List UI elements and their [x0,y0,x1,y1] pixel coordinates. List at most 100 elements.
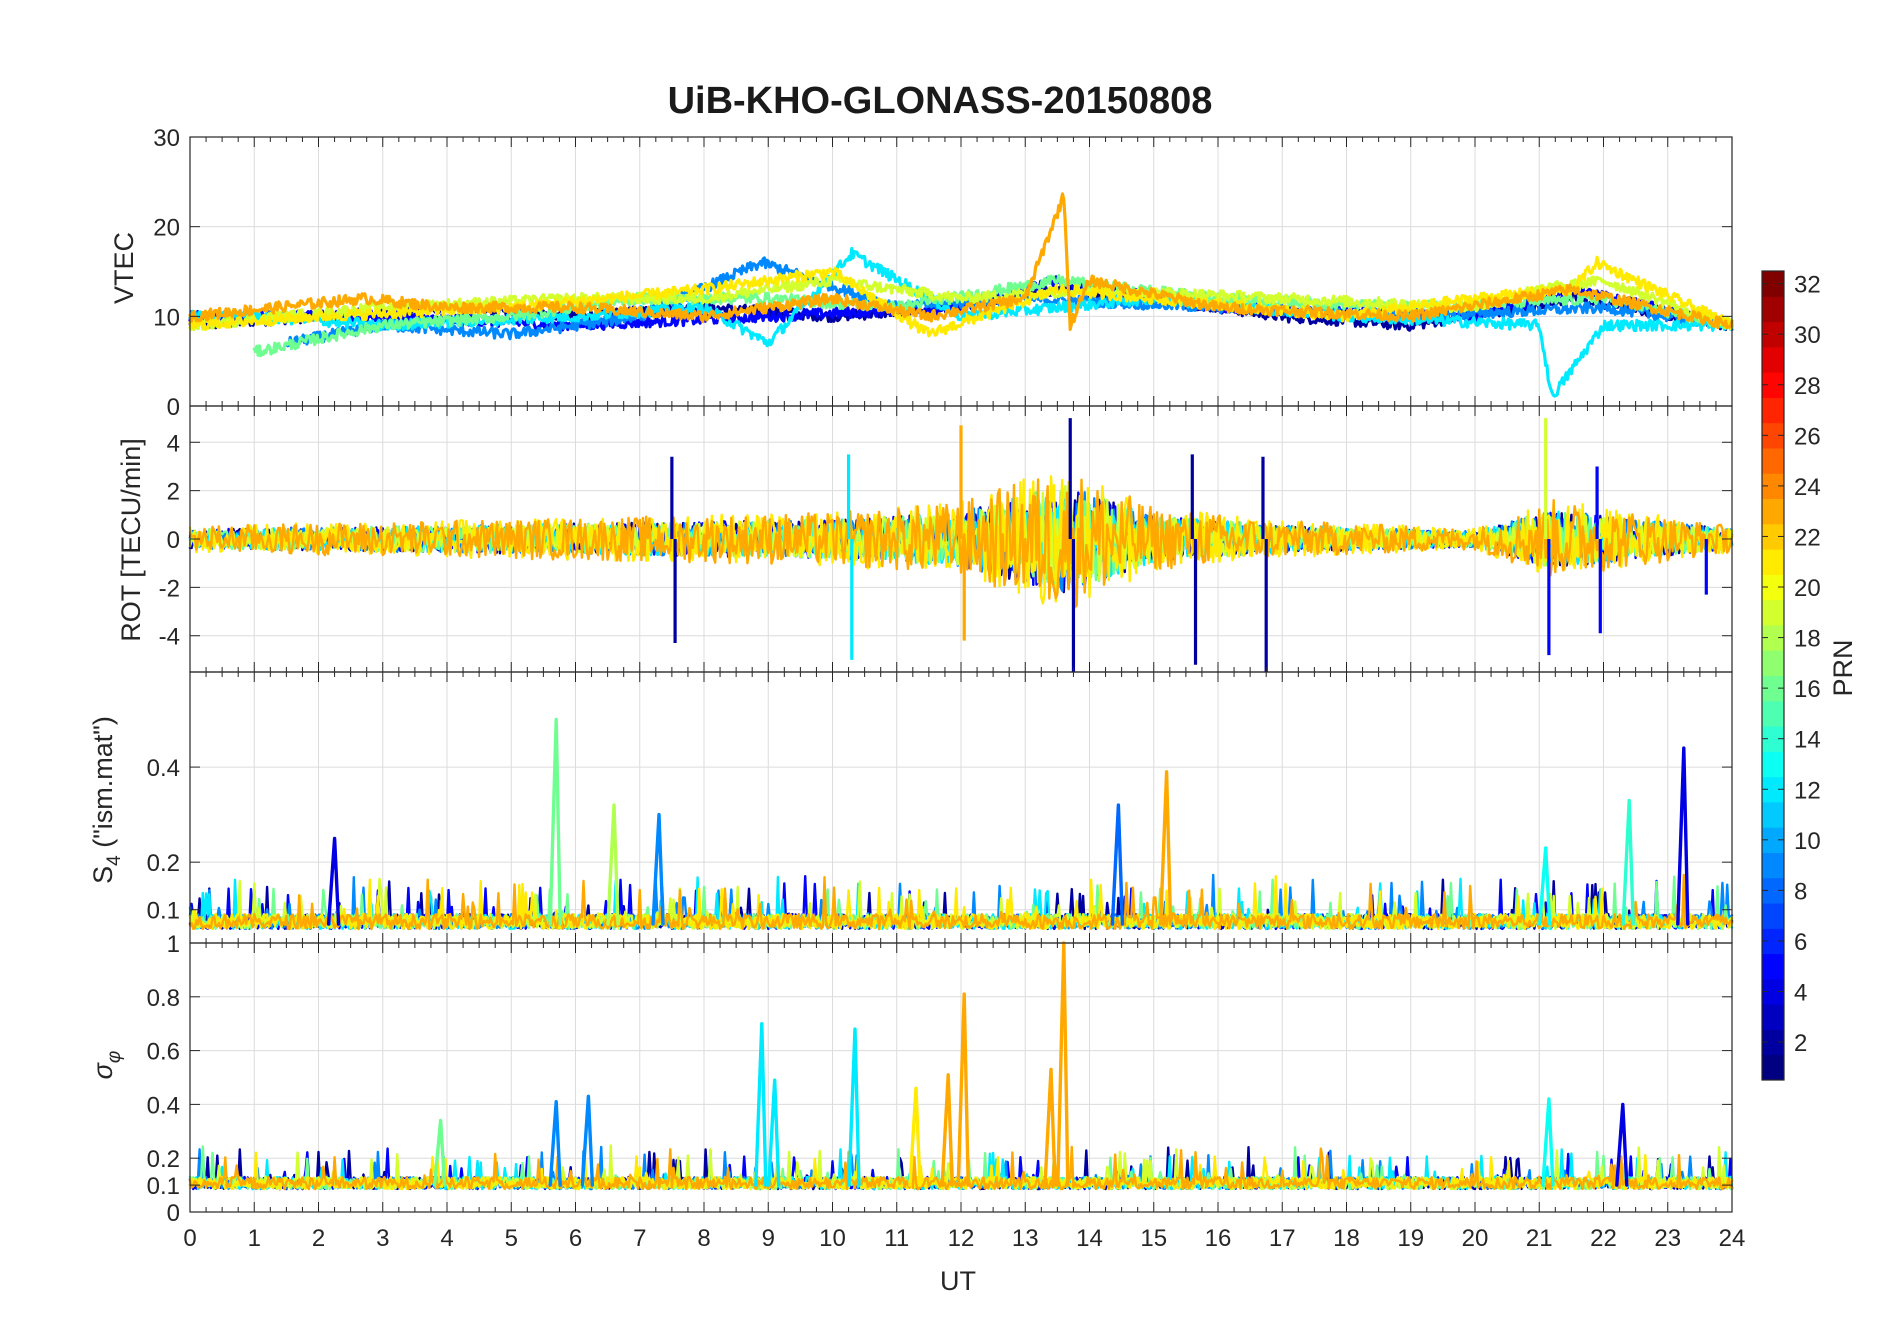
x-tick-label: 2 [312,1225,325,1252]
spike-mark [1615,1102,1629,1187]
series-group [188,192,1734,398]
x-tick-label: 6 [569,1225,582,1252]
x-tick-label: 5 [505,1225,518,1252]
x-tick-label: 7 [633,1225,646,1252]
y-tick-label: 30 [153,125,180,152]
colorbar-frame [1761,270,1785,1081]
y-tick-label: 0.1 [147,898,180,925]
colorbar-tick-label: 6 [1794,929,1807,956]
colorbar-tick-label: 12 [1794,777,1821,804]
spike-mark [1158,770,1173,926]
spike-mark [754,1022,768,1187]
colorbar-cell [1762,372,1784,398]
colorbar-tick-label: 2 [1794,1030,1807,1057]
s4-ylabel-main: S [88,866,118,884]
spike-mark [548,717,562,926]
colorbar-tick-label: 20 [1794,575,1821,602]
colorbar-cell [1762,498,1784,525]
x-tick-label: 1 [248,1225,261,1252]
colorbar-cell [1762,523,1784,550]
colorbar-cell [1762,321,1784,348]
s4-ylabel: S4 ("ism.mat") [88,716,125,884]
vtec-ylabel: VTEC [109,232,139,304]
y-tick-label: -4 [159,624,180,651]
x-axis-label: UT [940,1266,976,1296]
y-tick-label: 0.4 [147,755,180,782]
colorbar-cell [1762,928,1784,955]
spike-mark [651,812,665,926]
y-tick-label: 0 [167,1200,180,1227]
x-tick-label: 23 [1654,1225,1681,1252]
y-tick-label: 0 [167,394,180,421]
series-group [188,941,1734,1191]
y-tick-label: 0.8 [147,985,180,1012]
x-tick-label: 13 [1012,1225,1039,1252]
colorbar-tick-label: 10 [1794,828,1821,855]
spike-mark [767,1078,781,1187]
sigma-phi-panel: 00.10.20.40.60.810 1 2 3 4 5 6 7 8 9 10 11 12 13 14 15 1… [147,931,1746,1252]
series-line [188,478,1734,609]
colorbar-cell [1762,675,1784,702]
spike-mark [432,1118,447,1187]
spike-mark [908,1086,922,1187]
y-tick-label: 0.2 [147,1146,180,1173]
x-tick-label: 18 [1333,1225,1360,1252]
colorbar-tick-label: 32 [1794,272,1821,299]
x-tick-label: 20 [1462,1225,1489,1252]
spike-mark [956,992,970,1187]
colorbar-cell [1762,801,1784,828]
series-line [188,1145,1734,1191]
series-line [188,475,1734,605]
colorbar-tick-label: 28 [1794,373,1821,400]
colorbar-tick-label: 8 [1794,878,1807,905]
colorbar-cell [1762,852,1784,879]
colorbar-cell [1762,397,1784,424]
chart-title: UiB-KHO-GLONASS-20150808 [668,80,1213,122]
y-tick-label: 10 [153,304,180,331]
colorbar-cell [1762,827,1784,853]
x-tick-label: 19 [1397,1225,1424,1252]
spike-mark [1541,1097,1555,1187]
spike-mark [1056,941,1070,1187]
x-tick-label: 0 [183,1225,196,1252]
colorbar-cell [1762,877,1784,904]
rot-ylabel: ROT [TECU/min] [116,438,146,642]
colorbar-cell [1762,549,1784,575]
colorbar-cell [1762,447,1784,474]
y-tick-label: 0.6 [147,1039,180,1066]
x-tick-label: 15 [1140,1225,1167,1252]
sigma-ylabel-sub: φ [104,1051,125,1063]
y-tick-label: 0.1 [147,1173,180,1200]
vtec-panel: 0 10 20 30 [153,125,1734,421]
y-tick-label: 1 [167,931,180,958]
x-tick-label: 8 [697,1225,710,1252]
colorbar-cell [1762,599,1784,626]
spike-mark [548,1100,562,1187]
y-tick-label: 2 [167,479,180,506]
colorbar-cell [1762,1054,1784,1081]
series-line [188,192,1734,331]
y-tick-label: 4 [167,430,180,457]
colorbar-tick-label: 24 [1794,474,1821,501]
spike-mark [606,803,620,926]
colorbar-tick-label: 18 [1794,626,1821,653]
tick-marks [189,406,1733,672]
y-tick-label: 20 [153,215,180,242]
series-line [188,873,1734,931]
x-tick-label: 11 [884,1225,909,1252]
colorbar-cell [1762,1004,1784,1030]
colorbar-cell [1762,726,1784,752]
spike-mark [940,1073,954,1187]
x-tick-label: 12 [948,1225,975,1252]
colorbar-tick-label: 30 [1794,322,1821,349]
x-tick-label: 22 [1590,1225,1617,1252]
colorbar-cell [1762,953,1784,980]
tick-marks [189,136,1733,407]
x-tick-label: 16 [1205,1225,1232,1252]
colorbar-cell [1762,422,1784,449]
colorbar-cell [1762,776,1784,803]
s4-ylabel-sub: 4 [104,855,125,866]
spike-mark [580,1094,595,1187]
